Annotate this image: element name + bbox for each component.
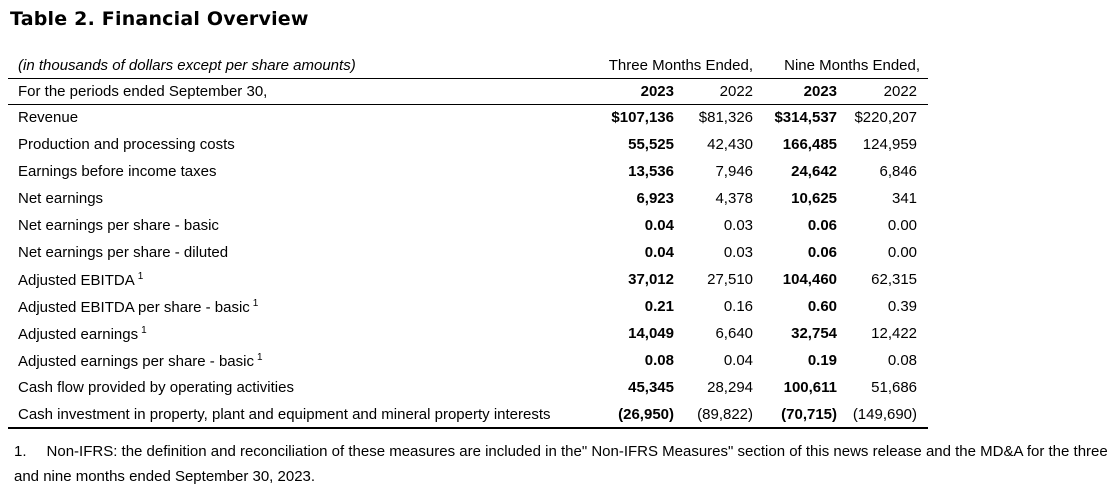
value-cell: 0.06: [807, 244, 838, 261]
footnote: 1. Non-IFRS: the definition and reconcili…: [8, 439, 1108, 489]
table-row: Cash flow provided by operating activiti…: [8, 374, 928, 401]
value-cell: 0.04: [723, 352, 754, 369]
column-group-row: (in thousands of dollars except per shar…: [8, 54, 929, 79]
table-row: Net earnings 6,923 4,378 10,625 341: [8, 185, 928, 212]
value-cell: $220,207: [854, 109, 918, 127]
value-cell: 24,642: [791, 163, 838, 180]
row-label: Adjusted EBITDA 1: [18, 270, 144, 289]
value-cell: 0.03: [723, 244, 754, 261]
value-cell: 0.06: [807, 217, 838, 234]
value-cell: $314,537: [774, 109, 838, 127]
footnote-marker: 1: [256, 351, 263, 363]
footnote-marker: 1: [252, 297, 259, 309]
row-label: Adjusted EBITDA per share - basic 1: [18, 297, 259, 316]
value-cell: 7,946: [715, 163, 754, 180]
value-cell: 166,485: [782, 136, 838, 153]
value-cell: 0.16: [723, 298, 754, 315]
row-label: Revenue: [18, 109, 79, 127]
value-cell: 32,754: [791, 325, 838, 342]
value-cell: 28,294: [707, 379, 754, 396]
row-label: Adjusted earnings per share - basic 1: [18, 351, 263, 370]
value-cell: 0.19: [807, 352, 838, 369]
table-row: Adjusted earnings per share - basic 1 0.08…: [8, 347, 928, 374]
value-cell: 0.39: [887, 298, 918, 315]
value-cell: 0.04: [644, 244, 674, 261]
value-cell: (89,822): [674, 401, 754, 429]
value-cell: 42,430: [707, 136, 754, 153]
value-cell: (26,950): [556, 401, 674, 429]
year-header-2023-nine-months: 2023: [753, 78, 838, 105]
value-cell: $107,136: [611, 109, 674, 127]
value-cell: 6,923: [636, 190, 674, 207]
value-cell: 341: [892, 190, 918, 207]
value-cell: 100,611: [783, 379, 838, 396]
footnote-text: Non-IFRS: the definition and reconciliat…: [14, 443, 1108, 485]
period-label: For the periods ended September 30,: [8, 78, 556, 105]
value-cell: 12,422: [871, 325, 918, 342]
table-row: Revenue $107,136 $81,326 $314,537 $220,207: [8, 104, 928, 131]
footnote-marker: 1: [141, 324, 147, 336]
col-group-three-months: Three Months Ended,: [556, 54, 754, 79]
value-cell: 0.03: [723, 217, 754, 234]
value-cell: 51,686: [871, 379, 918, 396]
row-label: Adjusted earnings 1: [18, 324, 147, 343]
row-label: Net earnings per share - basic: [18, 217, 219, 234]
value-cell: 104,460: [782, 271, 838, 288]
value-cell: 37,012: [628, 271, 674, 288]
value-cell: 4,378: [715, 190, 754, 207]
value-cell: 0.00: [887, 217, 918, 234]
row-label: Cash flow provided by operating activiti…: [18, 379, 294, 396]
value-cell: 27,510: [707, 271, 754, 288]
row-label: Net earnings per share - diluted: [18, 244, 229, 261]
value-cell: 45,345: [628, 379, 674, 396]
table-row: Net earnings per share - basic 0.04 0.03 0.…: [8, 212, 928, 239]
value-cell: 62,315: [871, 271, 918, 288]
table-body: Revenue $107,136 $81,326 $314,537 $220,207 Pr…: [8, 104, 929, 429]
unit-note: (in thousands of dollars except per shar…: [8, 54, 556, 79]
value-cell: 13,536: [628, 163, 674, 180]
year-header-2022-three-months: 2022: [674, 78, 754, 105]
row-label: Net earnings: [18, 190, 104, 207]
financial-table: (in thousands of dollars except per shar…: [8, 54, 929, 429]
value-cell: 0.08: [644, 352, 674, 369]
value-cell: $81,326: [698, 109, 754, 127]
value-cell: 0.60: [807, 298, 838, 315]
value-cell: (70,715): [753, 401, 838, 429]
page-title: Table 2. Financial Overview: [10, 8, 309, 30]
value-cell: 6,640: [715, 325, 754, 342]
years-row: For the periods ended September 30, 2023…: [8, 78, 929, 105]
table-row: Adjusted earnings 1 14,049 6,640 32,754 12,42…: [8, 320, 928, 347]
value-cell: (149,690): [837, 401, 929, 429]
value-cell: 0.00: [887, 244, 918, 261]
row-label: Cash investment in property, plant and e…: [8, 401, 556, 429]
table-row: Earnings before income taxes 13,536 7,946 2…: [8, 158, 928, 185]
row-label: Earnings before income taxes: [18, 163, 217, 180]
table-row: Adjusted EBITDA 1 37,012 27,510 104,460 62,31…: [8, 266, 928, 293]
footnote-marker: 1: [137, 270, 144, 282]
value-cell: 14,049: [628, 325, 674, 342]
value-cell: 6,846: [879, 163, 918, 180]
table-row: Adjusted EBITDA per share - basic 1 0.21 0.…: [8, 293, 928, 320]
value-cell: 0.08: [887, 352, 918, 369]
value-cell: 10,625: [791, 190, 838, 207]
row-label: Production and processing costs: [18, 136, 235, 153]
footnote-number: 1.: [14, 443, 27, 460]
value-cell: 55,525: [628, 136, 674, 153]
table-row: Net earnings per share - diluted 0.04 0.03…: [8, 239, 928, 266]
value-cell: 0.04: [644, 217, 674, 234]
year-header-2023-three-months: 2023: [556, 78, 674, 105]
table-row: Cash investment in property, plant and e…: [8, 401, 929, 429]
year-header-2022-nine-months: 2022: [837, 78, 929, 105]
col-group-nine-months: Nine Months Ended,: [753, 54, 929, 79]
value-cell: 0.21: [644, 298, 674, 315]
value-cell: 124,959: [862, 136, 918, 153]
table-row: Production and processing costs 55,525 42,…: [8, 131, 928, 158]
